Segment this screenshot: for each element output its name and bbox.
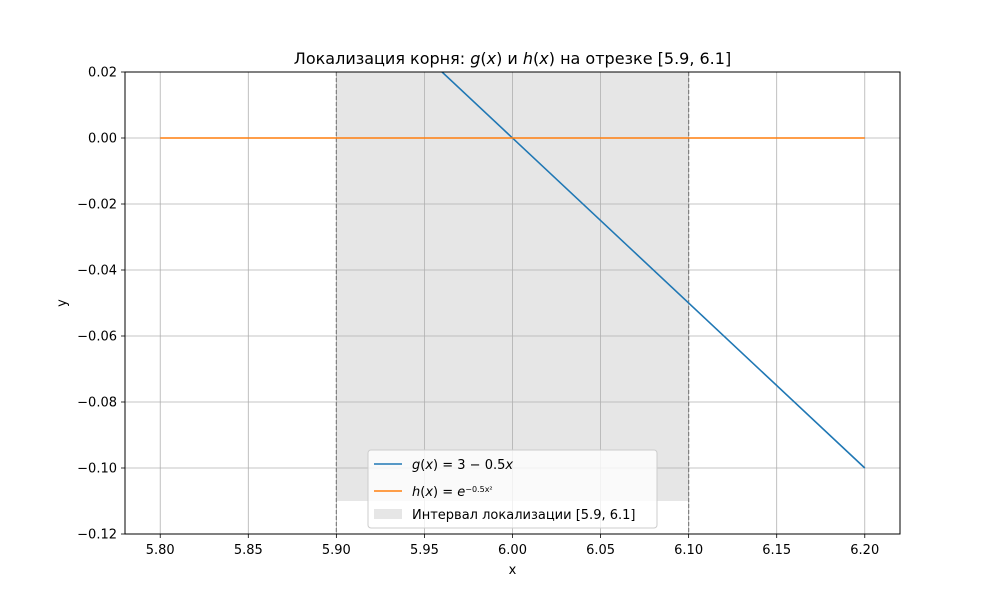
x-tick-label: 6.00 [498, 543, 527, 558]
legend-h-label: h(x) = e−0.5x² [412, 485, 493, 501]
y-tick-label: −0.10 [77, 462, 117, 477]
x-tick-label: 6.05 [586, 543, 615, 558]
y-tick-label: 0.02 [88, 66, 117, 81]
x-axis-label: x [509, 563, 517, 578]
y-tick-label: −0.06 [77, 330, 117, 345]
x-tick-label: 6.20 [850, 543, 879, 558]
legend: g(x) = 3 − 0.5x h(x) = e−0.5x² Интервал ло… [367, 449, 658, 529]
y-tick-label: −0.08 [77, 396, 117, 411]
chart-title: Локализация корня: g(x) и h(x) на отрезк… [294, 49, 731, 68]
legend-box [367, 449, 658, 529]
y-tick-label: 0.00 [88, 132, 117, 147]
x-tick-label: 5.90 [322, 543, 351, 558]
x-tick-label: 5.85 [234, 543, 263, 558]
y-axis-label: y [55, 299, 70, 307]
x-tick-label: 5.95 [410, 543, 439, 558]
y-tick-label: −0.02 [77, 198, 117, 213]
legend-g-label: g(x) = 3 − 0.5x [412, 458, 513, 473]
x-tick-label: 6.10 [674, 543, 703, 558]
x-tick-label: 6.15 [762, 543, 791, 558]
y-tick-label: −0.12 [77, 528, 117, 543]
x-tick-label: 5.80 [146, 543, 175, 558]
legend-interval-label: Интервал локализации [5.9, 6.1] [412, 508, 635, 523]
legend-interval-swatch [374, 509, 402, 519]
y-tick-label: −0.04 [77, 264, 117, 279]
